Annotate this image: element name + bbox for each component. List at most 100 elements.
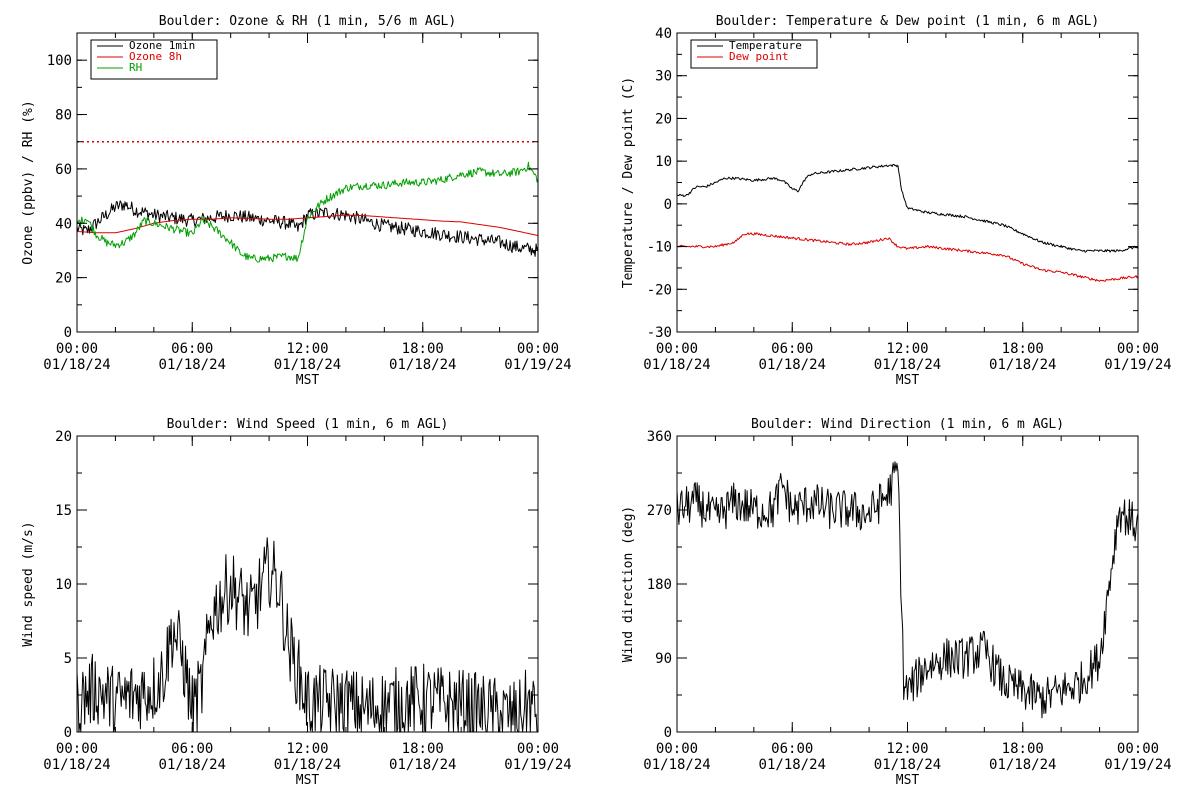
x-tick-date-label: 01/18/24 xyxy=(759,757,826,773)
x-tick-label: 00:00 xyxy=(656,741,698,757)
x-tick-label: 00:00 xyxy=(656,341,698,357)
x-tick-label: 00:00 xyxy=(1117,341,1159,357)
x-tick-label: 18:00 xyxy=(402,341,444,357)
x-tick-date-label: 01/19/24 xyxy=(1104,757,1171,773)
y-tick-label: 30 xyxy=(655,69,672,85)
x-tick-date-label: 01/19/24 xyxy=(504,357,571,373)
x-tick-date-label: 01/18/24 xyxy=(274,757,341,773)
x-tick-label: 12:00 xyxy=(886,741,928,757)
y-tick-label: -30 xyxy=(647,325,672,341)
y-tick-label: 10 xyxy=(655,154,672,170)
series-group xyxy=(677,163,1138,282)
y-tick-label: 20 xyxy=(655,111,672,127)
chart-panel-3: Boulder: Wind Speed (1 min, 6 m AGL) 0 5 10… xyxy=(21,417,572,788)
series-line-2 xyxy=(677,232,1138,282)
x-tick-date-label: 01/18/24 xyxy=(643,757,710,773)
x-axis-label: MST xyxy=(296,373,320,388)
x-tick-label: 00:00 xyxy=(517,741,559,757)
series-line-3 xyxy=(77,161,538,263)
plot-frame xyxy=(676,32,1139,333)
x-tick-label: 12:00 xyxy=(286,341,328,357)
legend-box xyxy=(690,39,818,69)
x-tick-date-label: 01/18/24 xyxy=(759,357,826,373)
x-tick-date-label: 01/18/24 xyxy=(874,357,941,373)
x-tick-date-label: 01/18/24 xyxy=(389,757,456,773)
chart-title: Boulder: Wind Direction (1 min, 6 m AGL) xyxy=(751,417,1064,432)
x-tick-label: 06:00 xyxy=(771,741,813,757)
y-tick-label: -10 xyxy=(647,240,672,256)
legend-label: Temperature xyxy=(729,39,802,52)
x-tick-label: 12:00 xyxy=(286,741,328,757)
x-tick-date-label: 01/18/24 xyxy=(643,357,710,373)
y-tick-label: 270 xyxy=(647,503,672,519)
y-tick-label: 20 xyxy=(55,429,72,445)
series-line-1 xyxy=(77,537,538,732)
x-tick-label: 06:00 xyxy=(171,741,213,757)
y-axis-label: Ozone (ppbv) / RH (%) xyxy=(21,100,36,264)
y-tick-label: 0 xyxy=(664,197,672,213)
legend-label: Ozone 1min xyxy=(129,39,195,52)
x-tick-label: 00:00 xyxy=(56,341,98,357)
x-tick-label: 00:00 xyxy=(1117,741,1159,757)
y-tick-label: 360 xyxy=(647,429,672,445)
y-tick-label: 10 xyxy=(55,577,72,593)
y-tick-label: 180 xyxy=(647,577,672,593)
x-tick-label: 18:00 xyxy=(402,741,444,757)
y-tick-label: 5 xyxy=(64,651,72,667)
series-group xyxy=(677,461,1138,719)
x-tick-date-label: 01/18/24 xyxy=(989,357,1056,373)
chart-title: Boulder: Ozone & RH (1 min, 5/6 m AGL) xyxy=(159,14,456,29)
x-axis-label: MST xyxy=(896,373,920,388)
chart-title: Boulder: Wind Speed (1 min, 6 m AGL) xyxy=(167,417,449,432)
x-tick-date-label: 01/18/24 xyxy=(43,357,110,373)
y-axis-label: Temperature / Dew point (C) xyxy=(621,77,636,288)
y-tick-label: 15 xyxy=(55,503,72,519)
x-tick-date-label: 01/19/24 xyxy=(1104,357,1171,373)
x-axis-label: MST xyxy=(296,773,320,788)
y-axis-label: Wind speed (m/s) xyxy=(21,521,36,646)
legend-label: RH xyxy=(129,61,142,74)
series-line-1 xyxy=(677,461,1138,719)
chart-title: Boulder: Temperature & Dew point (1 min,… xyxy=(716,14,1100,29)
x-tick-date-label: 01/18/24 xyxy=(43,757,110,773)
legend-label: Dew point xyxy=(729,50,789,63)
chart-panel-4: Boulder: Wind Direction (1 min, 6 m AGL)… xyxy=(621,417,1172,788)
x-tick-date-label: 01/19/24 xyxy=(504,757,571,773)
x-tick-date-label: 01/18/24 xyxy=(159,357,226,373)
x-tick-label: 12:00 xyxy=(886,341,928,357)
x-tick-label: 18:00 xyxy=(1002,741,1044,757)
y-tick-label: 60 xyxy=(55,162,72,178)
x-axis-label: MST xyxy=(896,773,920,788)
x-tick-label: 06:00 xyxy=(171,341,213,357)
series-group xyxy=(77,140,538,263)
y-tick-label: 40 xyxy=(55,216,72,232)
y-tick-label: 0 xyxy=(64,325,72,341)
y-axis-label: Wind direction (deg) xyxy=(621,506,636,663)
x-tick-date-label: 01/18/24 xyxy=(274,357,341,373)
series-line-1 xyxy=(677,163,1138,253)
y-tick-label: 40 xyxy=(655,26,672,42)
x-tick-date-label: 01/18/24 xyxy=(874,757,941,773)
x-tick-label: 06:00 xyxy=(771,341,813,357)
y-tick-label: 0 xyxy=(64,725,72,741)
x-tick-date-label: 01/18/24 xyxy=(989,757,1056,773)
legend-label: Ozone 8h xyxy=(129,50,182,63)
y-tick-label: 20 xyxy=(55,271,72,287)
chart-panel-2: Boulder: Temperature & Dew point (1 min,… xyxy=(621,14,1172,388)
series-line-1 xyxy=(77,200,538,257)
chart-panel-1: Boulder: Ozone & RH (1 min, 5/6 m AGL) 0 2… xyxy=(21,14,572,388)
x-tick-date-label: 01/18/24 xyxy=(159,757,226,773)
y-tick-label: 0 xyxy=(664,725,672,741)
x-tick-label: 00:00 xyxy=(56,741,98,757)
y-tick-label: 90 xyxy=(655,651,672,667)
x-tick-label: 00:00 xyxy=(517,341,559,357)
series-group xyxy=(77,537,538,732)
y-tick-label: 80 xyxy=(55,108,72,124)
x-tick-date-label: 01/18/24 xyxy=(389,357,456,373)
y-tick-label: -20 xyxy=(647,282,672,298)
x-tick-label: 18:00 xyxy=(1002,341,1044,357)
y-tick-label: 100 xyxy=(47,53,72,69)
